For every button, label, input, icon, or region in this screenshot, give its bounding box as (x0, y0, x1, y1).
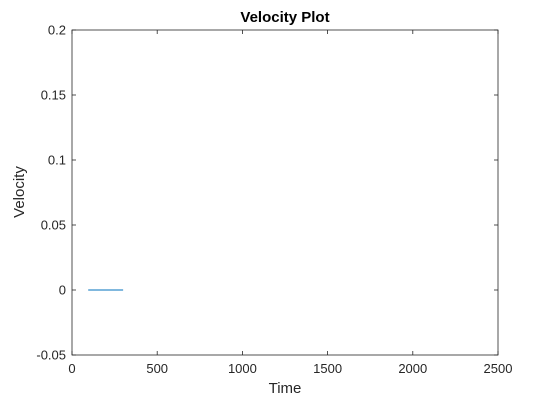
chart-title: Velocity Plot (240, 9, 329, 26)
y-tick-label: 0.1 (48, 153, 66, 168)
y-tick-label: -0.05 (36, 348, 66, 363)
x-axis-label: Time (269, 380, 302, 397)
x-tick-label: 500 (146, 361, 168, 376)
y-ticks: -0.05 0 0.05 0.1 0.15 0.2 (36, 23, 498, 363)
y-tick-label: 0.2 (48, 23, 66, 38)
x-tick-label: 1500 (313, 361, 342, 376)
y-tick-label: 0.05 (41, 218, 66, 233)
x-tick-label: 2500 (484, 361, 513, 376)
x-tick-label: 1000 (228, 361, 257, 376)
x-tick-label: 2000 (398, 361, 427, 376)
x-ticks: 0 500 1000 1500 2000 2500 (68, 30, 512, 376)
y-tick-label: 0 (59, 283, 66, 298)
plot-area (72, 30, 498, 355)
axes-box (71, 29, 499, 356)
y-tick-label: 0.15 (41, 88, 66, 103)
x-tick-label: 0 (68, 361, 75, 376)
y-axis-label: Velocity (11, 166, 28, 218)
